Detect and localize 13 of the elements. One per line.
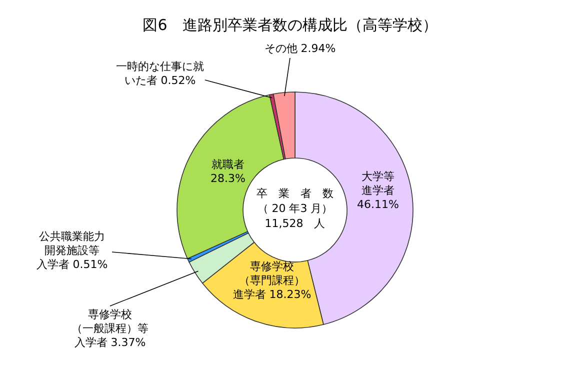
chart-title: 図6 進路別卒業者数の構成比（高等学校） bbox=[142, 16, 438, 34]
text: 11,528 人 bbox=[264, 217, 326, 230]
slice-label: その他 2.94% bbox=[264, 42, 336, 55]
slice-label: 専修学校（一般課程）等入学者 3.37% bbox=[72, 308, 148, 349]
slice-label: 専修学校（専門課程）進学者 18.23% bbox=[232, 260, 312, 301]
data-label: 46.11% bbox=[357, 198, 399, 211]
text: （ 20 年3 月） bbox=[257, 202, 333, 215]
text: 卒 業 者 数 bbox=[256, 187, 334, 200]
slice-label: 公共職業能力開発施設等入学者 0.51% bbox=[36, 230, 108, 271]
data-label: 28.3% bbox=[210, 172, 246, 185]
slice-label: 大学等進学者 bbox=[362, 170, 394, 197]
slice-label: 就職者 bbox=[212, 158, 244, 171]
slice-label: 一時的な仕事に就いた者 0.52% bbox=[116, 60, 204, 87]
